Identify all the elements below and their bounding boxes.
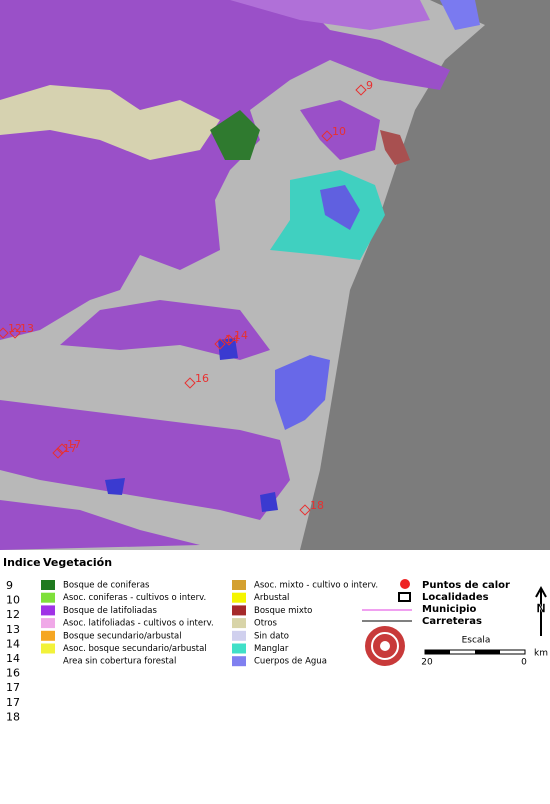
broadleaf-forest <box>0 500 200 550</box>
legend-swatch <box>41 605 55 616</box>
hotspot-marker <box>299 504 311 516</box>
symbol-label: Puntos de calor <box>422 580 510 591</box>
water <box>275 355 330 430</box>
legend-swatch <box>232 605 246 616</box>
index-value: 17 <box>6 696 20 709</box>
legend-label: Cuerpos de Agua <box>254 657 327 667</box>
legend-swatch <box>232 580 246 590</box>
legend-label: Asoc. latifoliadas - cultivos o interv. <box>63 619 214 629</box>
scale-bar-segment <box>475 650 500 654</box>
hotspot-label: 9 <box>366 79 373 92</box>
legend: Indice Vegetación Escala 20 0 km N 9 1012… <box>3 556 548 723</box>
scale-left: 20 <box>421 658 433 668</box>
symbol-label: Carreteras <box>422 616 482 627</box>
broadleaf-forest <box>230 0 430 30</box>
logo-core <box>380 641 390 651</box>
legend-swatch <box>41 592 55 603</box>
scale-title: Escala <box>462 636 491 646</box>
legend-label: Area sin cobertura forestal <box>63 657 176 667</box>
symbol-label: Localidades <box>422 592 489 603</box>
legend-swatch <box>232 630 246 641</box>
index-value: 10 <box>6 594 20 607</box>
hotspot-marker <box>52 447 64 459</box>
legend-label: Bosque mixto <box>254 606 312 616</box>
scale-right: 0 <box>521 658 527 668</box>
legend-swatch <box>41 630 55 641</box>
legend-label: Asoc. coniferas - cultivos o interv. <box>63 593 206 603</box>
index-value: 14 <box>6 637 20 650</box>
legend-label: Bosque de coniferas <box>63 581 150 591</box>
legend-swatch <box>41 580 55 590</box>
legend-label: Arbustal <box>254 593 289 603</box>
legend-label: Manglar <box>254 644 289 654</box>
water <box>218 338 238 360</box>
hotspot-marker <box>184 377 196 389</box>
logo <box>365 626 405 666</box>
legend-label: Bosque de latifoliadas <box>63 606 157 616</box>
water <box>440 0 480 30</box>
symbol-label: Municipio <box>422 604 477 615</box>
hotspot-label: 17 <box>63 442 77 455</box>
hotspot-label: 17 <box>67 438 81 451</box>
index-value: 9 <box>6 579 13 592</box>
legend-swatch <box>232 618 246 629</box>
logo-ring <box>371 632 399 660</box>
sea <box>300 0 550 550</box>
broadleaf-forest <box>300 100 380 160</box>
broadleaf-forest <box>0 400 290 520</box>
index-value: 14 <box>6 652 20 665</box>
hotspot-marker <box>214 338 226 350</box>
legend-label: Sin dato <box>254 631 289 641</box>
scale-bar-segment <box>425 650 450 654</box>
hotspot-label: 10 <box>332 125 346 138</box>
hotspot-symbol <box>400 579 410 589</box>
index-value: 18 <box>6 710 20 723</box>
water <box>105 478 125 495</box>
water <box>260 492 278 512</box>
legend-swatch <box>41 643 55 654</box>
broadleaf-forest <box>0 0 450 340</box>
hotspot-label: 18 <box>310 499 324 512</box>
hotspot-marker <box>9 327 21 339</box>
legend-swatch <box>232 592 246 603</box>
hotspot-marker <box>355 84 367 96</box>
locality-symbol <box>398 592 411 602</box>
hotspot-marker <box>321 130 333 142</box>
vegetation-header: Vegetación <box>43 556 112 569</box>
legend-swatch <box>41 618 55 629</box>
hotspot-label: 14 <box>234 329 248 342</box>
hotspot-marker <box>56 443 68 455</box>
hotspot-marker <box>0 327 9 339</box>
water <box>320 185 360 230</box>
legend-label: Asoc. bosque secundario/arbustal <box>63 644 207 654</box>
index-value: 16 <box>6 667 20 680</box>
index-value: 13 <box>6 623 20 636</box>
conifer-forest <box>210 110 260 160</box>
north-label: N <box>536 602 546 616</box>
legend-swatch <box>232 656 246 667</box>
north-arrow-head <box>535 585 547 598</box>
index-value: 12 <box>6 608 20 621</box>
legend-label: Asoc. mixto - cultivo o interv. <box>254 581 378 591</box>
index-header: Indice <box>3 556 41 569</box>
legend-swatch <box>232 643 246 654</box>
index-value: 17 <box>6 681 20 694</box>
mixed-forest <box>380 130 410 165</box>
scale-unit: km <box>534 649 548 659</box>
hotspot-label: 13 <box>20 322 34 335</box>
other <box>0 85 220 160</box>
legend-label: Otros <box>254 619 278 629</box>
legend-label: Bosque secundario/arbustal <box>63 631 182 641</box>
hotspot-marker <box>223 334 235 346</box>
broadleaf-forest <box>60 300 270 360</box>
hotspot-label: 16 <box>195 372 209 385</box>
